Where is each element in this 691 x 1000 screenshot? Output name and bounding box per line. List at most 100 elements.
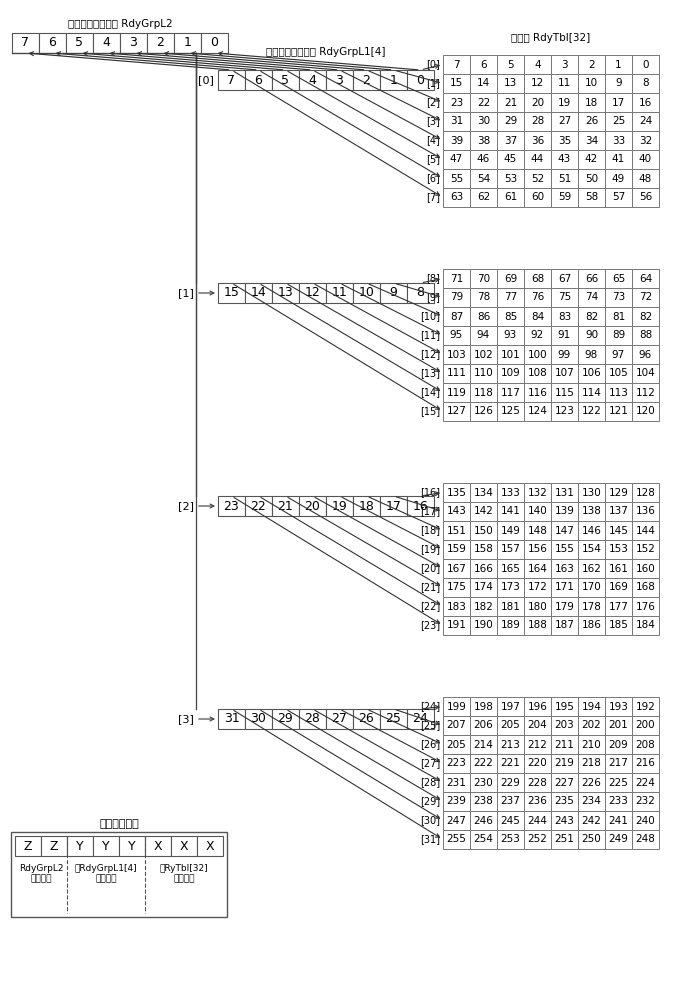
Text: 157: 157: [500, 544, 520, 554]
Text: 189: 189: [500, 620, 520, 631]
Text: 226: 226: [582, 778, 601, 788]
Bar: [497, 811, 524, 830]
Bar: [15, 836, 41, 856]
Bar: [578, 93, 605, 112]
Bar: [443, 269, 470, 288]
Bar: [470, 326, 497, 345]
Bar: [443, 74, 470, 93]
Text: Z: Z: [23, 840, 32, 852]
Bar: [380, 283, 407, 303]
Text: 228: 228: [527, 778, 547, 788]
Text: 13: 13: [278, 286, 294, 300]
Text: 204: 204: [528, 720, 547, 730]
Bar: [497, 402, 524, 421]
Text: 242: 242: [582, 816, 601, 826]
Bar: [326, 709, 353, 729]
Text: 第二级就绪表索引 RdyGrpL2: 第二级就绪表索引 RdyGrpL2: [68, 19, 172, 29]
Bar: [353, 70, 380, 90]
Text: 224: 224: [636, 778, 656, 788]
Text: 3: 3: [336, 74, 343, 87]
Bar: [551, 383, 578, 402]
Text: 234: 234: [582, 796, 601, 806]
Bar: [632, 74, 659, 93]
Text: 135: 135: [446, 488, 466, 497]
Bar: [605, 55, 632, 74]
Text: 236: 236: [527, 796, 547, 806]
Text: 26: 26: [359, 712, 375, 726]
Bar: [578, 326, 605, 345]
Bar: [218, 70, 245, 90]
Text: 111: 111: [446, 368, 466, 378]
Text: 27: 27: [558, 116, 571, 126]
Bar: [632, 112, 659, 131]
Bar: [380, 709, 407, 729]
Bar: [497, 326, 524, 345]
Text: 第一级就绪表索引 RdyGrpL1[4]: 第一级就绪表索引 RdyGrpL1[4]: [266, 47, 386, 57]
Text: 100: 100: [528, 350, 547, 360]
Text: 177: 177: [609, 601, 628, 611]
Text: 10: 10: [585, 79, 598, 89]
Bar: [551, 811, 578, 830]
Text: 89: 89: [612, 330, 625, 340]
Text: 172: 172: [527, 582, 547, 592]
Text: 130: 130: [582, 488, 601, 497]
Text: 185: 185: [609, 620, 628, 631]
Bar: [578, 483, 605, 502]
Text: 120: 120: [636, 406, 655, 416]
Text: 22: 22: [477, 98, 490, 107]
Text: 119: 119: [446, 387, 466, 397]
Text: X: X: [153, 840, 162, 852]
Bar: [470, 735, 497, 754]
Text: 212: 212: [527, 740, 547, 750]
Bar: [524, 150, 551, 169]
Text: 84: 84: [531, 312, 544, 322]
Text: 147: 147: [555, 526, 574, 536]
Text: 25: 25: [612, 116, 625, 126]
Text: 238: 238: [473, 796, 493, 806]
Bar: [443, 578, 470, 597]
Text: 121: 121: [609, 406, 628, 416]
Bar: [524, 483, 551, 502]
Bar: [443, 383, 470, 402]
Text: 24: 24: [413, 712, 428, 726]
Text: 92: 92: [531, 330, 544, 340]
Text: 18: 18: [359, 499, 375, 512]
Text: 61: 61: [504, 192, 517, 202]
Bar: [497, 93, 524, 112]
Text: 115: 115: [555, 387, 574, 397]
Text: 137: 137: [609, 506, 628, 516]
Text: 179: 179: [555, 601, 574, 611]
Text: 239: 239: [446, 796, 466, 806]
Text: 181: 181: [500, 601, 520, 611]
Text: 252: 252: [527, 834, 547, 844]
Text: 6: 6: [48, 36, 57, 49]
Bar: [470, 383, 497, 402]
Text: 28: 28: [305, 712, 321, 726]
Text: 155: 155: [555, 544, 574, 554]
Bar: [605, 559, 632, 578]
Text: 5: 5: [281, 74, 290, 87]
Bar: [605, 383, 632, 402]
Bar: [443, 502, 470, 521]
Bar: [470, 773, 497, 792]
Bar: [632, 402, 659, 421]
Text: 95: 95: [450, 330, 463, 340]
Text: 7: 7: [21, 36, 30, 49]
Text: 225: 225: [609, 778, 628, 788]
Bar: [551, 364, 578, 383]
Bar: [272, 283, 299, 303]
Text: 11: 11: [332, 286, 348, 300]
Text: 96: 96: [639, 350, 652, 360]
Text: 31: 31: [224, 712, 239, 726]
Bar: [497, 616, 524, 635]
Text: 187: 187: [555, 620, 574, 631]
Text: 136: 136: [636, 506, 656, 516]
Bar: [524, 131, 551, 150]
Bar: [218, 283, 245, 303]
Text: 2: 2: [157, 36, 164, 49]
Bar: [551, 55, 578, 74]
Text: Z: Z: [50, 840, 58, 852]
Bar: [578, 811, 605, 830]
Bar: [551, 792, 578, 811]
Bar: [39, 33, 66, 53]
